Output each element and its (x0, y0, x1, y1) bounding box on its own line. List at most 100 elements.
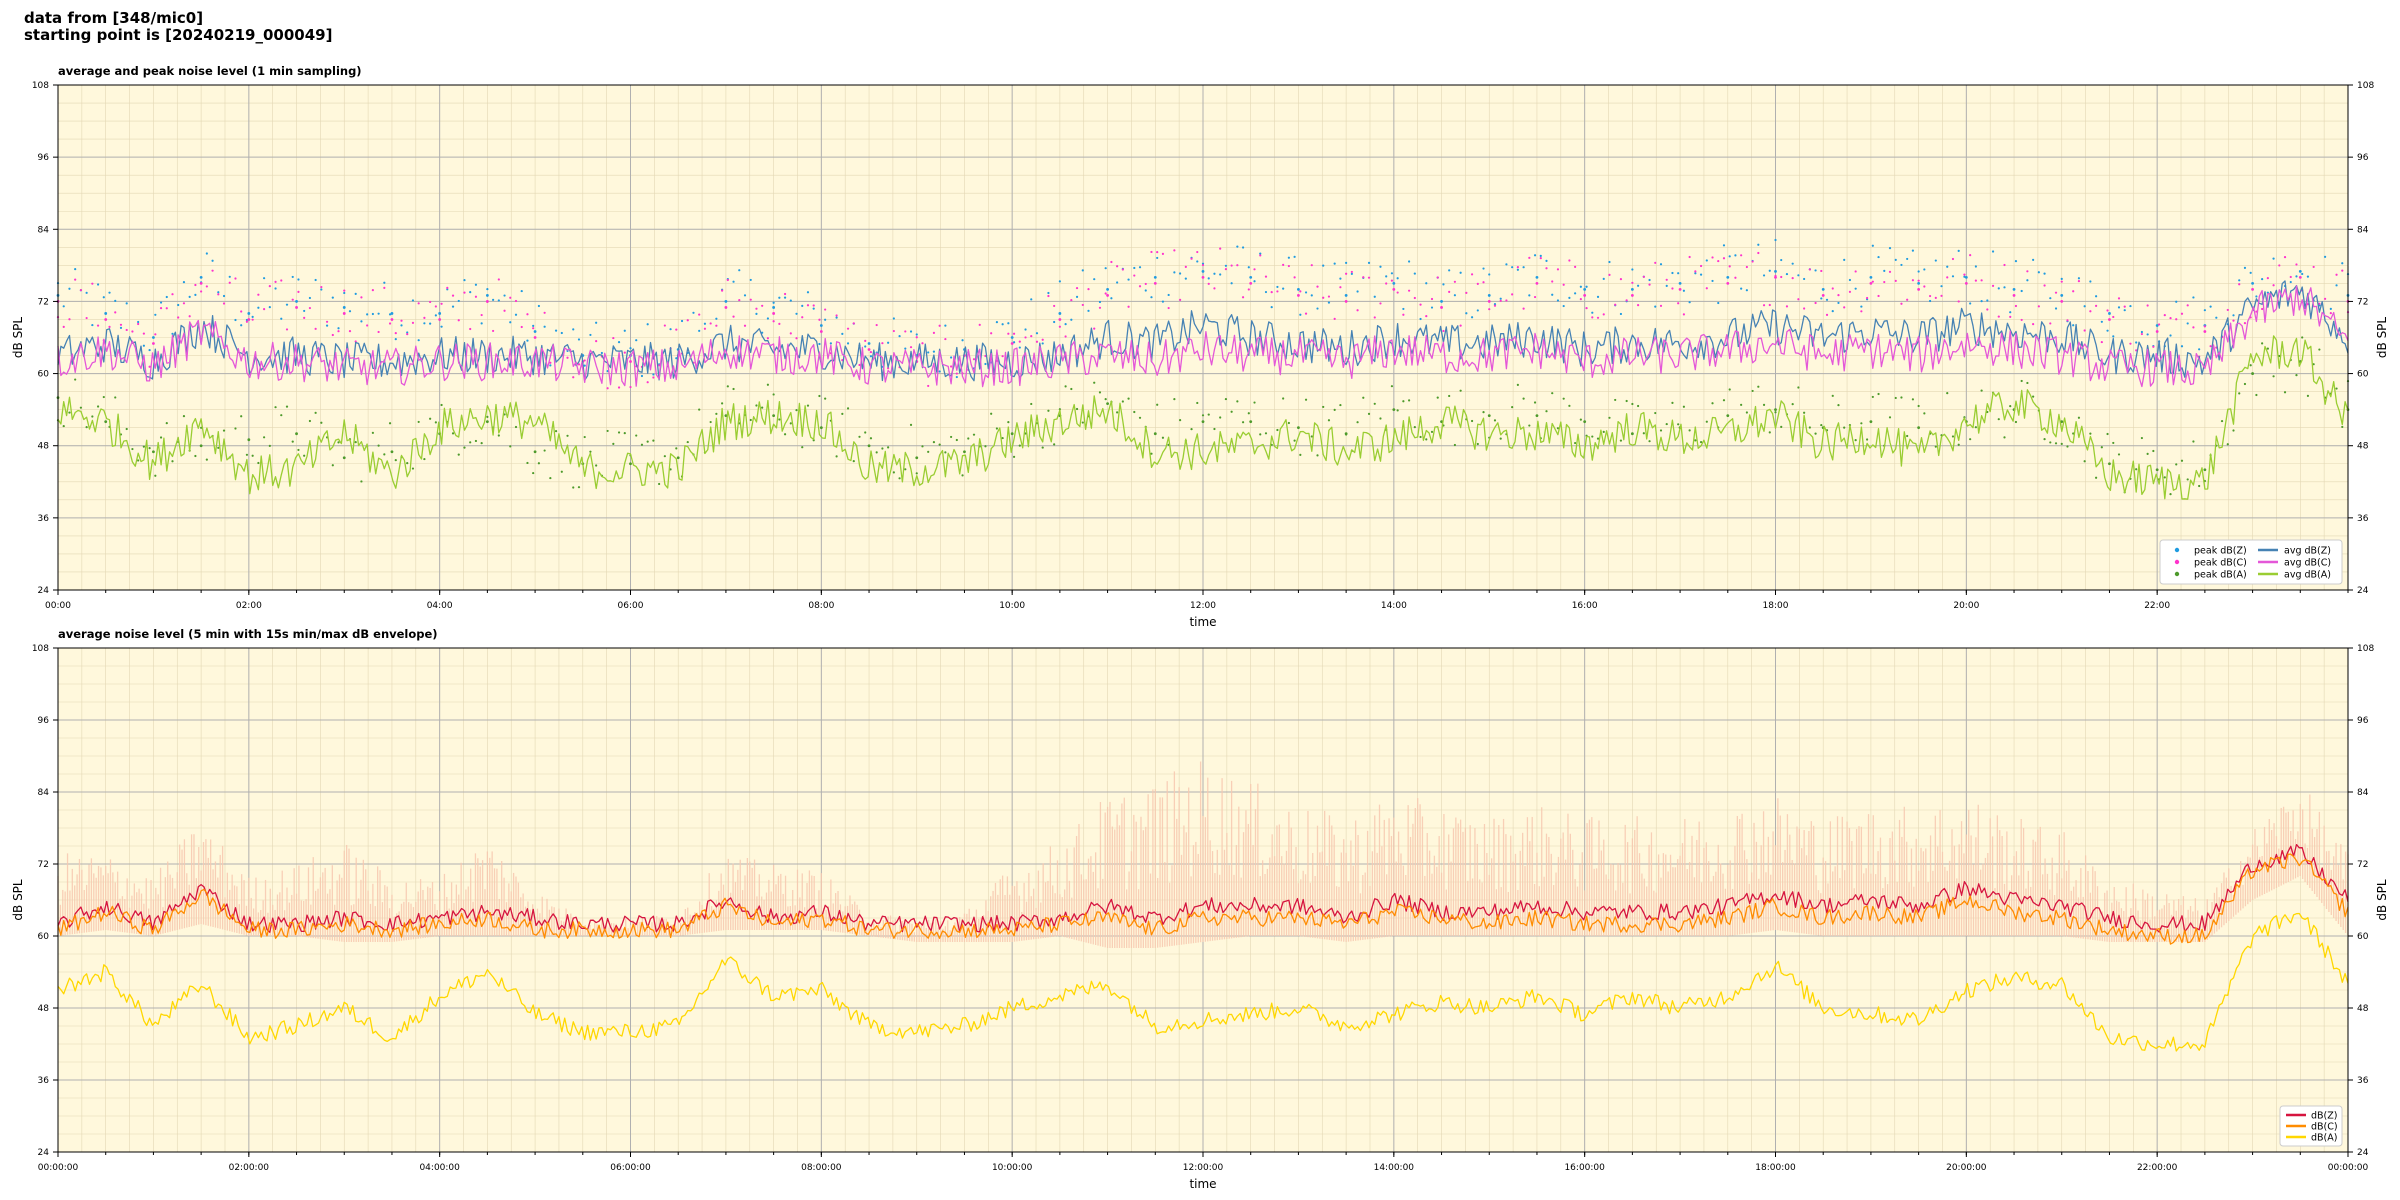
peak-point (1940, 285, 1943, 288)
peak-point (2175, 463, 2178, 466)
peak-point (577, 363, 581, 366)
legend-label: peak dB(C) (2194, 558, 2247, 569)
peak-point (285, 328, 289, 331)
line-avg-db-c- (57, 285, 2349, 388)
peak-point (1230, 410, 1233, 413)
peak-point (1837, 301, 1840, 305)
peak-point (1362, 276, 1365, 279)
peak-point (406, 333, 409, 336)
y-tick-label: 60 (38, 932, 50, 942)
data-point (1201, 420, 1205, 424)
peak-point (1207, 277, 1210, 280)
data-point (485, 294, 489, 297)
peak-point (1035, 340, 1039, 343)
peak-point (612, 336, 615, 340)
peak-point (915, 336, 918, 339)
peak-point (1053, 443, 1056, 446)
peak-point (1997, 418, 2000, 421)
chart-title: average and peak noise level (1 min samp… (58, 64, 362, 78)
data-point (1487, 414, 1491, 418)
peak-point (1018, 340, 1021, 343)
peak-point (406, 331, 409, 334)
peak-point (2266, 277, 2269, 280)
data-point (1058, 318, 1062, 321)
peak-point (686, 319, 689, 322)
peak-point (2306, 275, 2310, 278)
peak-point (251, 454, 254, 457)
data-point (2251, 372, 2254, 375)
peak-point (1614, 303, 1617, 306)
peak-point (1253, 401, 1256, 404)
legend-label: avg dB(A) (2284, 570, 2331, 581)
peak-point (2049, 441, 2052, 444)
peak-point (1677, 423, 1680, 426)
peak-point (1396, 409, 1399, 412)
data-point (1058, 312, 1062, 315)
peak-point (1957, 300, 1960, 303)
peak-point (1928, 294, 1932, 298)
peak-point (1774, 238, 1777, 242)
peak-point (1917, 404, 1920, 408)
peak-point (1951, 435, 1955, 438)
peak-point (1969, 438, 1972, 441)
data-point (1106, 402, 1109, 406)
peak-point (1745, 265, 1748, 269)
peak-point (2312, 363, 2315, 366)
data-point (342, 456, 346, 460)
peak-point (2020, 318, 2023, 322)
peak-point (240, 310, 243, 313)
peak-point (606, 387, 609, 390)
peak-point (1287, 264, 1290, 268)
peak-point (892, 317, 895, 320)
peak-point (1900, 263, 1903, 267)
data-point (1249, 420, 1253, 424)
peak-point (1980, 300, 1983, 303)
peak-point (1064, 335, 1067, 338)
peak-point (1167, 293, 1170, 297)
peak-point (331, 464, 334, 467)
peak-point (2146, 304, 2149, 307)
peak-point (2192, 296, 2195, 299)
peak-point (1150, 250, 1153, 254)
peak-point (1734, 276, 1737, 279)
data-point (2251, 288, 2254, 291)
peak-point (1081, 421, 1084, 424)
peak-point (2095, 295, 2098, 298)
x-tick-label: 20:00:00 (1946, 1163, 1987, 1173)
peak-point (434, 421, 437, 424)
peak-point (1219, 273, 1222, 276)
peak-point (1619, 439, 1623, 442)
x-tick-label: 08:00 (808, 601, 834, 611)
peak-point (595, 321, 598, 324)
peak-point (217, 446, 220, 449)
peak-point (371, 312, 374, 316)
peak-point (1596, 295, 1600, 298)
peak-point (1442, 283, 1445, 286)
peak-point (291, 440, 294, 443)
peak-point (658, 482, 661, 486)
peak-point (778, 418, 781, 421)
peak-point (1728, 265, 1731, 268)
peak-point (543, 325, 546, 328)
peak-point (709, 420, 712, 424)
peak-point (2014, 420, 2018, 424)
line-db-z- (57, 843, 2349, 933)
peak-point (1116, 411, 1119, 414)
peak-point (383, 453, 386, 456)
peak-point (234, 318, 237, 322)
peak-point (1677, 302, 1680, 305)
x-tick-label: 12:00 (1190, 601, 1216, 611)
peak-point (1448, 269, 1451, 272)
peak-point (1436, 276, 1439, 279)
peak-point (1877, 294, 1880, 298)
data-point (438, 312, 442, 315)
peak-point (2089, 432, 2092, 435)
peak-point (457, 453, 460, 456)
peak-point (743, 294, 747, 297)
peak-point (1264, 275, 1268, 278)
peak-point (2009, 405, 2012, 408)
peak-point (1110, 260, 1113, 264)
peak-point (1717, 301, 1720, 305)
peak-point (858, 435, 861, 438)
peak-point (1533, 254, 1537, 257)
